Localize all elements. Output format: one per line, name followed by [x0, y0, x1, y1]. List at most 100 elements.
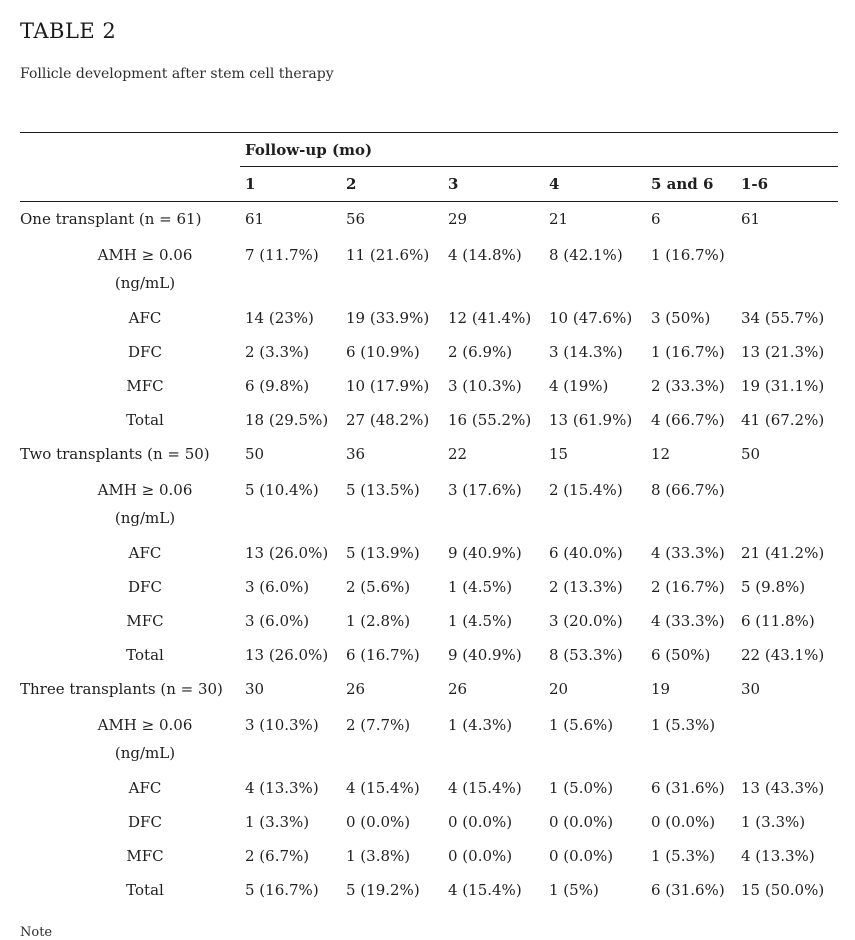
count-cell: 26: [448, 680, 468, 699]
value-cell: 5 (13.5%): [346, 481, 420, 500]
value-cell: 10 (17.9%): [346, 377, 430, 396]
value-cell: 2 (13.3%): [549, 578, 623, 597]
data-row: DFC 2 (3.3%) 6 (10.9%) 2 (6.9%) 3 (14.3%) 1 (…: [20, 335, 838, 369]
value-cell: 3 (50%): [651, 309, 711, 328]
row-label-line: (ng/mL): [114, 509, 176, 528]
value-cell: 8 (53.3%): [549, 646, 623, 665]
row-label: AFC: [128, 544, 162, 563]
count-cell: 26: [346, 680, 366, 699]
data-row: Total 18 (29.5%) 27 (48.2%) 16 (55.2%) 13 (6…: [20, 403, 838, 437]
value-cell: 13 (26.0%): [245, 544, 329, 563]
value-cell: 4 (15.4%): [448, 881, 522, 900]
value-cell: 41 (67.2%): [741, 411, 825, 430]
value-cell: 1 (4.5%): [448, 612, 513, 631]
data-row: Total 5 (16.7%) 5 (19.2%) 4 (15.4%) 1 (5%) 6 …: [20, 873, 838, 907]
count-cell: 6: [651, 210, 661, 229]
note-label: Note: [20, 925, 53, 940]
data-row: MFC 2 (6.7%) 1 (3.8%) 0 (0.0%) 0 (0.0%) 1 (5.…: [20, 839, 838, 873]
count-cell: 30: [741, 680, 761, 699]
value-cell: 3 (10.3%): [245, 716, 319, 735]
row-label-line: AMH ≥ 0.06: [97, 716, 193, 735]
row-label-line: (ng/mL): [114, 744, 176, 763]
column-header-month-3: 3: [443, 166, 544, 203]
value-cell: 6 (40.0%): [549, 544, 623, 563]
value-cell: 8 (42.1%): [549, 246, 623, 265]
value-cell: 1 (3.8%): [346, 847, 411, 866]
value-cell: 6 (10.9%): [346, 343, 420, 362]
row-label: MFC: [126, 377, 164, 396]
value-cell: 1 (5.0%): [549, 779, 614, 798]
section-row: Two transplants (n = 50) 50 36 22 15 12 50: [20, 437, 838, 471]
value-cell: 5 (19.2%): [346, 881, 420, 900]
value-cell: 0 (0.0%): [549, 813, 614, 832]
data-row: DFC 1 (3.3%) 0 (0.0%) 0 (0.0%) 0 (0.0%) 0 (0.…: [20, 805, 838, 839]
value-cell: 0 (0.0%): [448, 847, 513, 866]
value-cell: 0 (0.0%): [448, 813, 513, 832]
value-cell: [736, 471, 838, 536]
value-cell: 6 (9.8%): [245, 377, 310, 396]
count-cell: 50: [741, 445, 761, 464]
value-cell: 4 (33.3%): [651, 612, 725, 631]
value-cell: 27 (48.2%): [346, 411, 430, 430]
value-cell: 34 (55.7%): [741, 309, 825, 328]
value-cell: 15 (50.0%): [741, 881, 825, 900]
value-cell: 21 (41.2%): [741, 544, 825, 563]
group-header-row: Follow-up (mo): [20, 132, 839, 168]
value-cell: 1 (4.5%): [448, 578, 513, 597]
value-cell: 12 (41.4%): [448, 309, 532, 328]
row-label: DFC: [128, 813, 162, 832]
row-label: AFC: [128, 309, 162, 328]
count-cell: 19: [651, 680, 671, 699]
value-cell: 3 (20.0%): [549, 612, 623, 631]
value-cell: 22 (43.1%): [741, 646, 825, 665]
corner-cell: [20, 133, 240, 167]
value-cell: 5 (9.8%): [741, 578, 806, 597]
value-cell: 1 (16.7%): [651, 246, 725, 265]
row-label-line: AMH ≥ 0.06: [97, 481, 193, 500]
value-cell: 13 (61.9%): [549, 411, 633, 430]
count-cell: 15: [549, 445, 569, 464]
value-cell: 2 (15.4%): [549, 481, 623, 500]
value-cell: 6 (31.6%): [651, 779, 725, 798]
value-cell: 2 (16.7%): [651, 578, 725, 597]
row-label: DFC: [128, 578, 162, 597]
value-cell: 13 (43.3%): [741, 779, 825, 798]
section-label: Three transplants (n = 30): [20, 680, 223, 699]
table-caption: Follicle development after stem cell the…: [20, 66, 334, 83]
follicle-development-table: Follow-up (mo) 1 2 3 4 5 and 6 1-6 One t…: [20, 132, 839, 907]
value-cell: 4 (14.8%): [448, 246, 522, 265]
value-cell: 8 (66.7%): [651, 481, 725, 500]
value-cell: [736, 706, 838, 771]
count-cell: 20: [549, 680, 569, 699]
row-label-line: AMH ≥ 0.06: [97, 246, 193, 265]
value-cell: 0 (0.0%): [346, 813, 411, 832]
row-label: MFC: [126, 847, 164, 866]
row-label: Total: [126, 411, 164, 430]
row-label: AMH ≥ 0.06 (ng/mL): [20, 236, 240, 301]
value-cell: 7 (11.7%): [245, 246, 319, 265]
value-cell: 6 (50%): [651, 646, 711, 665]
column-header-month-4: 4: [544, 166, 646, 203]
count-cell: 12: [651, 445, 671, 464]
value-cell: 4 (15.4%): [346, 779, 420, 798]
group-header-followup: Follow-up (mo): [240, 132, 839, 168]
value-cell: 9 (40.9%): [448, 646, 522, 665]
value-cell: 1 (5.3%): [651, 716, 716, 735]
section-row: One transplant (n = 61) 61 56 29 21 6 61: [20, 202, 838, 237]
value-cell: 1 (16.7%): [651, 343, 725, 362]
data-row: AMH ≥ 0.06 (ng/mL) 7 (11.7%) 11 (21.6%) 4 (1…: [20, 236, 838, 301]
value-cell: 6 (11.8%): [741, 612, 815, 631]
data-row: MFC 6 (9.8%) 10 (17.9%) 3 (10.3%) 4 (19%) 2 (…: [20, 369, 838, 403]
value-cell: 4 (13.3%): [245, 779, 319, 798]
corner-cell: [20, 166, 240, 203]
value-cell: 1 (5%): [549, 881, 599, 900]
value-cell: 2 (7.7%): [346, 716, 411, 735]
value-cell: 4 (15.4%): [448, 779, 522, 798]
value-cell: 5 (10.4%): [245, 481, 319, 500]
value-cell: 16 (55.2%): [448, 411, 532, 430]
data-row: AMH ≥ 0.06 (ng/mL) 5 (10.4%) 5 (13.5%) 3 (17…: [20, 471, 838, 536]
count-cell: 61: [741, 210, 761, 229]
row-label: AMH ≥ 0.06 (ng/mL): [20, 706, 240, 771]
value-cell: 2 (3.3%): [245, 343, 310, 362]
value-cell: 2 (33.3%): [651, 377, 725, 396]
